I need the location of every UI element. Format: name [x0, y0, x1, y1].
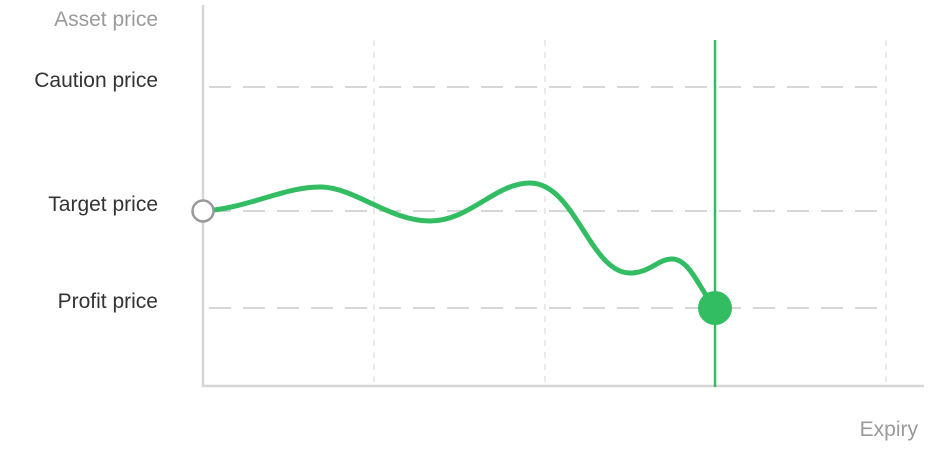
start-point-marker — [193, 201, 214, 222]
caution-price-label: Caution price — [34, 69, 158, 92]
profit-price-label: Profit price — [58, 290, 158, 313]
end-point-marker — [698, 291, 732, 325]
target-price-label: Target price — [48, 193, 158, 216]
x-axis-title: Expiry — [860, 418, 919, 441]
y-axis-title: Asset price — [54, 8, 158, 31]
price-path — [203, 183, 715, 308]
